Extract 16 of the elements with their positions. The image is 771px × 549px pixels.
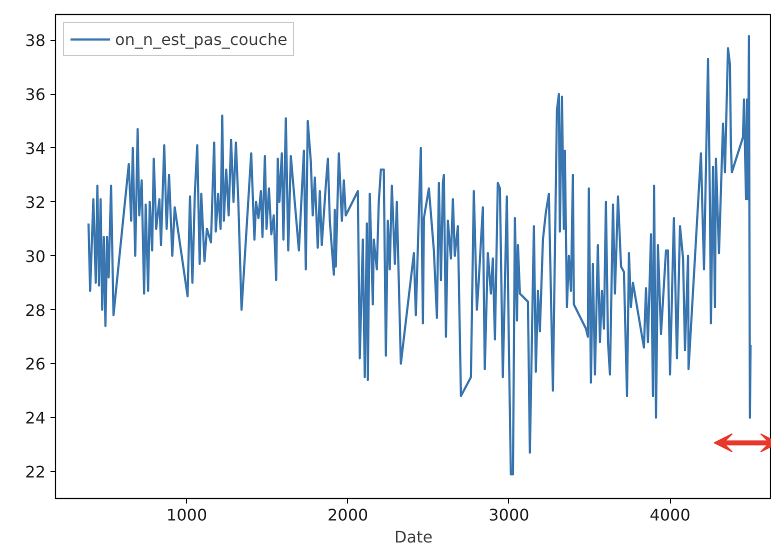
- y-tick-label: 38: [25, 31, 46, 50]
- x-tick-label: 2000: [328, 506, 368, 524]
- y-tick-label: 30: [25, 246, 46, 266]
- y-tick-label: 26: [25, 354, 46, 374]
- x-axis-title: Date: [394, 528, 433, 546]
- y-tick-label: 34: [25, 138, 46, 158]
- y-tick-label: 32: [25, 192, 46, 212]
- line-series: [87, 34, 752, 476]
- legend-label: on_n_est_pas_couche: [115, 30, 288, 48]
- x-tick-label: 1000: [166, 506, 208, 524]
- y-tick-label: 24: [25, 408, 46, 428]
- y-tick-label: 36: [25, 85, 46, 104]
- x-tick-label: 3000: [488, 506, 530, 524]
- y-tick-label: 22: [25, 462, 46, 482]
- x-tick-label: 4000: [650, 506, 690, 524]
- y-tick-label: 28: [25, 300, 46, 320]
